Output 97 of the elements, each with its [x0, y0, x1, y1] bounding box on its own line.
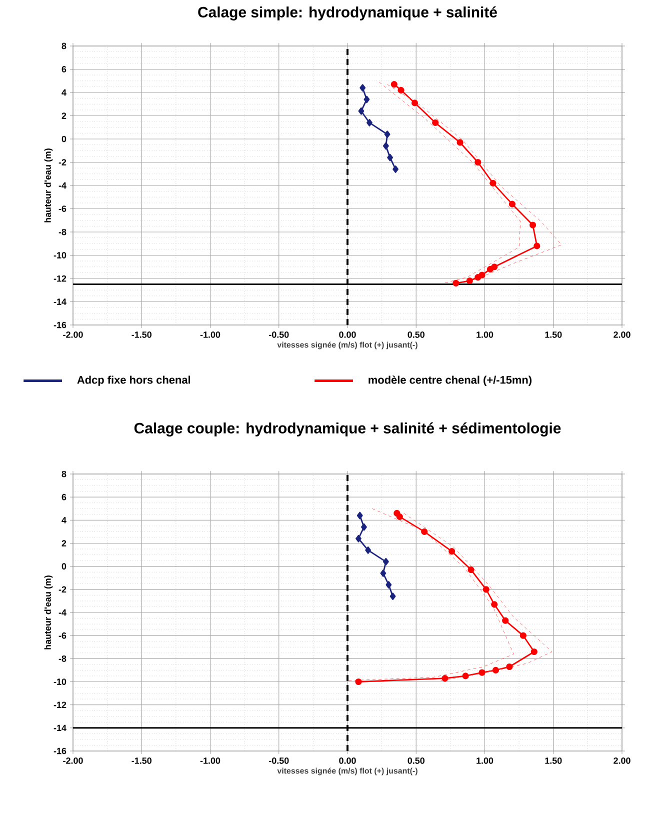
x-tick-label: 2.00 [614, 332, 630, 338]
point [452, 280, 460, 286]
y-tick-label: 4 [62, 517, 66, 524]
x-tick-label: 0.50 [408, 758, 424, 764]
y-tick-label: -12 [54, 275, 66, 282]
x-tick-label: -0.50 [269, 758, 289, 764]
x-tick-label: -2.00 [63, 758, 83, 764]
y-tick-label: 2 [62, 540, 66, 546]
y-tick-label: 6 [62, 494, 66, 500]
point [492, 666, 500, 674]
y-tick-label: 4 [62, 89, 66, 96]
point [506, 663, 513, 670]
x-tick-label: -0.50 [269, 332, 289, 338]
y-tick-label: -14 [54, 724, 66, 731]
x-tick-label: -1.50 [132, 758, 152, 764]
point [478, 669, 486, 676]
chart-title: Calage simple: hydrodynamique + salinité [198, 6, 497, 20]
x-tick-label: 0.00 [339, 758, 356, 764]
point [490, 180, 496, 186]
y-tick-label: -8 [58, 655, 66, 662]
point [508, 200, 516, 208]
point [380, 570, 386, 577]
point [356, 512, 363, 520]
x-tick-label: -1.00 [200, 332, 220, 338]
y-tick-label: -4 [58, 182, 66, 189]
x-tick-label: 1.00 [476, 332, 494, 338]
y-tick-label: 8 [62, 42, 66, 50]
point [392, 166, 398, 173]
line-series [378, 82, 521, 284]
y-tick-label: -14 [54, 298, 66, 305]
x-tick-label: 1.50 [545, 758, 562, 764]
y-tick-label: -4 [58, 609, 66, 616]
point [466, 278, 473, 284]
point [390, 592, 396, 600]
line-series [347, 508, 514, 681]
point [396, 513, 403, 520]
y-tick-label: -12 [54, 702, 66, 708]
point [529, 222, 536, 228]
point [456, 139, 464, 146]
y-tick-label: 2 [62, 112, 66, 119]
point [534, 242, 540, 250]
y-tick-label: 6 [62, 66, 66, 72]
y-tick-label: -2 [58, 159, 66, 166]
y-tick-label: 0 [62, 563, 66, 570]
x-tick-label: -1.50 [132, 332, 152, 338]
point [474, 158, 482, 166]
x-tick-label: 1.50 [545, 332, 562, 338]
point [364, 96, 370, 104]
point [358, 107, 364, 115]
x-tick-label: -1.00 [200, 758, 220, 764]
point [355, 678, 362, 686]
point [486, 266, 494, 272]
x-tick-label: -2.00 [63, 332, 83, 338]
x-tick-label: 0.00 [339, 332, 356, 338]
y-tick-label: -16 [54, 322, 66, 328]
point [502, 617, 509, 624]
point [366, 119, 372, 126]
y-tick-label: -6 [58, 632, 66, 639]
point [382, 142, 389, 150]
point [356, 534, 362, 542]
point [448, 548, 456, 555]
point [386, 581, 392, 588]
point [361, 523, 367, 531]
point [360, 84, 366, 92]
y-tick-label: -10 [54, 252, 66, 258]
y-tick-label: -6 [58, 206, 66, 212]
y-axis-title: hauteur d'eau (m) [44, 576, 53, 650]
point [442, 674, 448, 682]
x-tick-label: 2.00 [614, 758, 630, 764]
point [530, 648, 538, 656]
x-tick-label: 0.50 [408, 332, 424, 338]
point [365, 546, 372, 554]
y-tick-label: -10 [54, 678, 66, 685]
x-tick-label: 1.00 [476, 758, 494, 764]
point [411, 100, 418, 106]
point [474, 274, 482, 281]
y-tick-label: -8 [58, 228, 66, 236]
legend-label: modèle centre chenal (+/-15mn) [368, 376, 532, 386]
chart-title: Calage couple: hydrodynamique + salinité + sédimentologie [134, 422, 561, 437]
point [482, 586, 490, 593]
point [387, 154, 393, 162]
y-tick-label: 0 [62, 136, 66, 142]
y-axis-title: hauteur d'eau (m) [44, 148, 53, 222]
point [382, 558, 389, 566]
point [390, 81, 398, 88]
point [462, 672, 469, 680]
point [520, 632, 526, 639]
point [491, 601, 498, 608]
point [398, 86, 404, 94]
y-tick-label: -16 [54, 748, 66, 754]
y-tick-label: 8 [62, 470, 66, 478]
point [384, 130, 390, 138]
point [421, 528, 428, 536]
point [432, 119, 439, 126]
legend-label: Adcp fixe hors chenal [77, 376, 190, 386]
y-tick-label: -2 [58, 586, 66, 593]
point [468, 566, 474, 574]
